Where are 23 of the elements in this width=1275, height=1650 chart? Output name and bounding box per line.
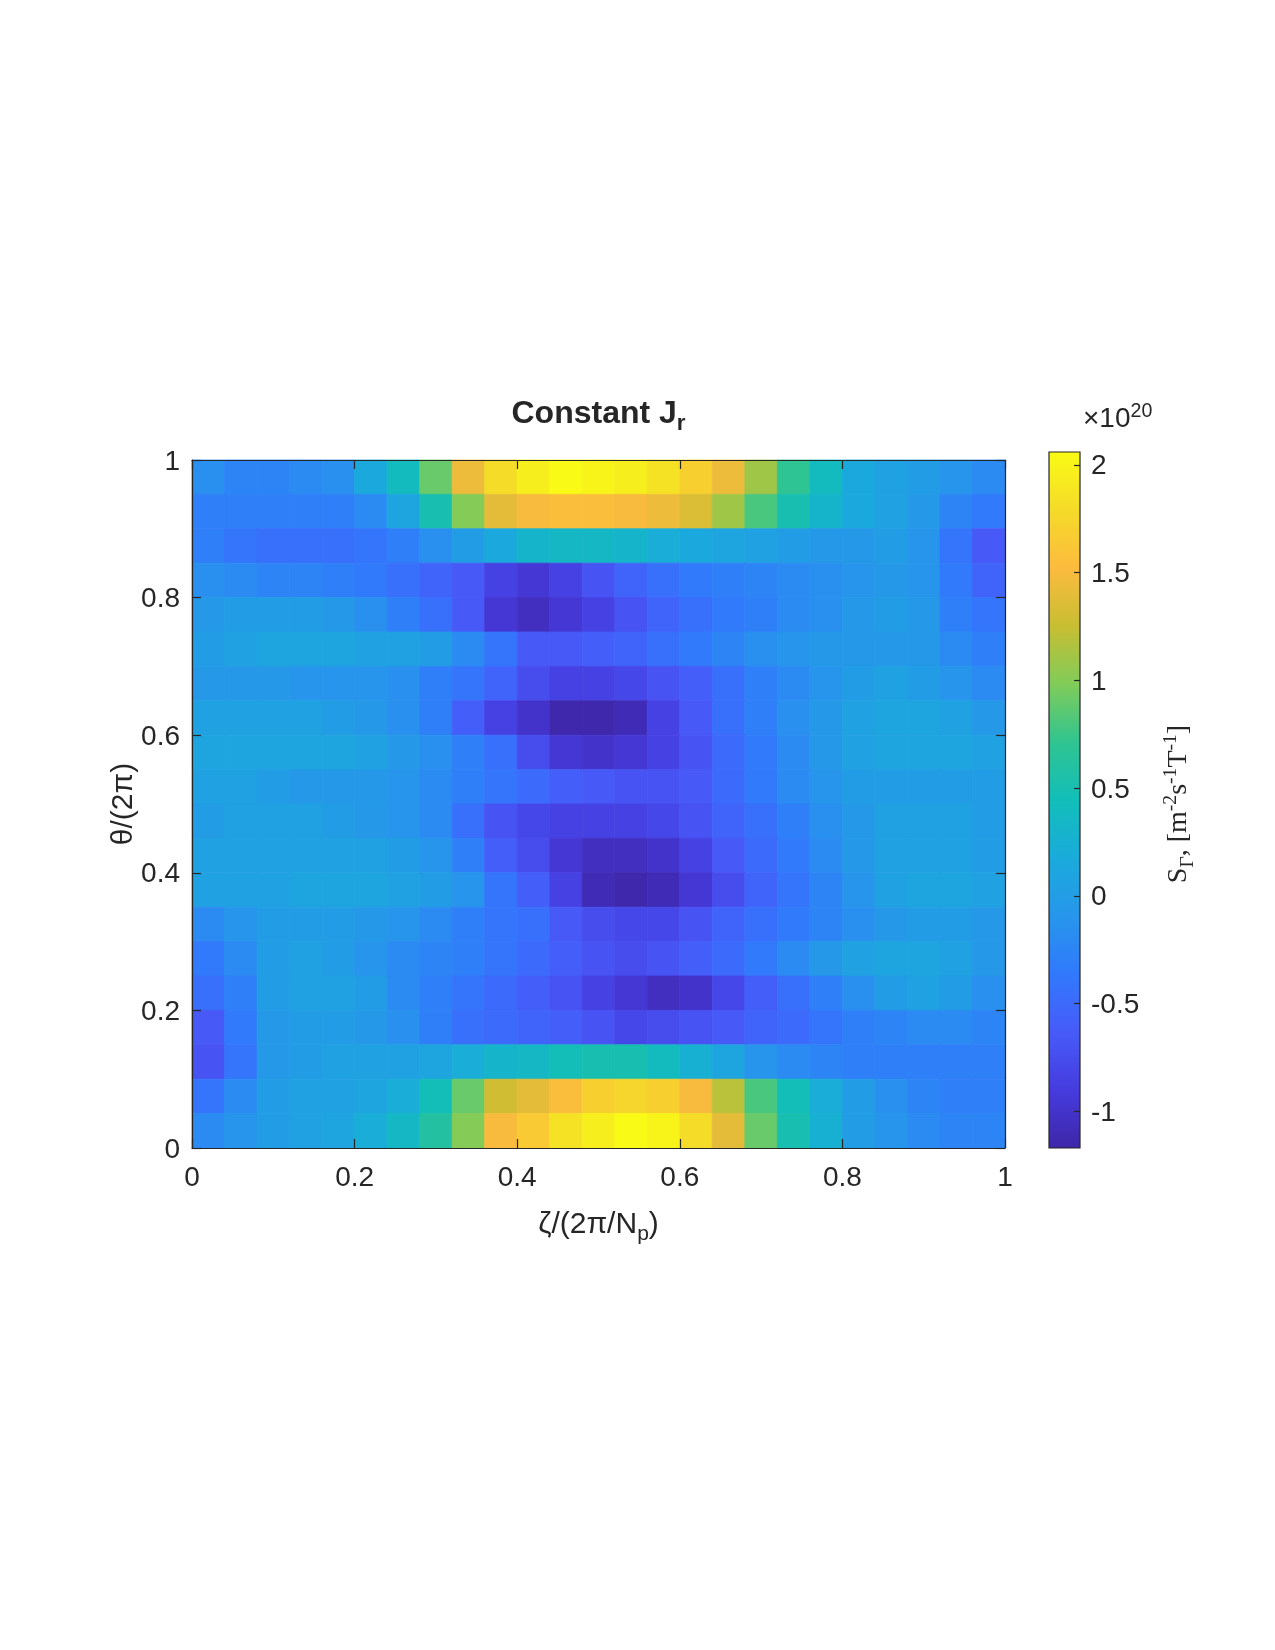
y-tick-label: 1 [164,444,180,476]
y-axis-title: θ/(2π) [104,762,139,846]
y-tick-label: 0.4 [141,857,180,889]
color-bar-label: -0.5 [1091,988,1140,1020]
x-tick-label: 0.8 [822,1160,862,1192]
y-tick-label: 0.2 [141,994,180,1026]
x-tick-label: 0 [184,1160,200,1192]
text: ×10$^{20}$ [1083,398,1153,435]
y-tick-label: 0.8 [141,582,180,614]
y-tick-label: 0 [164,1132,180,1164]
y-tick-label: 0.6 [141,719,180,751]
chart-title: Constant J$_{r}$ [511,394,686,436]
x-tick-label: 0.2 [335,1160,375,1192]
x-axis-title: ζ/(2π/N$_{p}$) [538,1206,659,1244]
color-bar-label: 1 [1091,664,1107,696]
color-bar-label: -1 [1091,1095,1116,1127]
x-tick-label: 1 [997,1160,1013,1192]
color-bar-label: 0.5 [1091,772,1130,804]
color-bar-label: 2 [1091,449,1107,481]
x-tick-label: 0.6 [660,1160,700,1192]
color-bar-label: 0 [1091,880,1107,912]
x-tick-label: 0.4 [497,1160,537,1192]
color-bar-label: 1.5 [1091,557,1130,589]
